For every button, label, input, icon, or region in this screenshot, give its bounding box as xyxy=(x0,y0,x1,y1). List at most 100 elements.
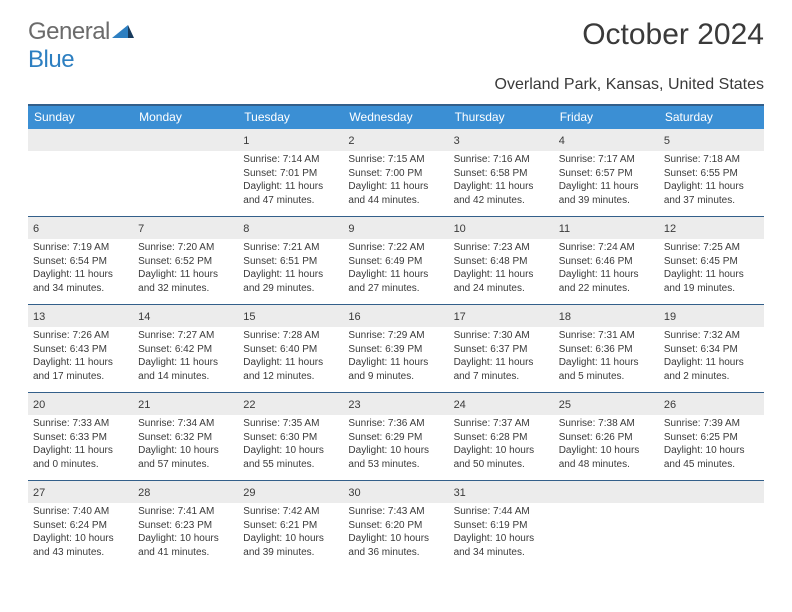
day-info: Sunrise: 7:29 AMSunset: 6:39 PMDaylight:… xyxy=(348,329,443,383)
daynum-row: 25 xyxy=(554,393,659,415)
sunrise-line: Sunrise: 7:20 AM xyxy=(138,241,233,255)
calendar-cell: 17Sunrise: 7:30 AMSunset: 6:37 PMDayligh… xyxy=(449,305,554,393)
calendar-cell: 29Sunrise: 7:42 AMSunset: 6:21 PMDayligh… xyxy=(238,481,343,569)
daynum-row: 14 xyxy=(133,305,238,327)
day-info: Sunrise: 7:32 AMSunset: 6:34 PMDaylight:… xyxy=(664,329,759,383)
calendar-cell: 20Sunrise: 7:33 AMSunset: 6:33 PMDayligh… xyxy=(28,393,133,481)
calendar-cell: 13Sunrise: 7:26 AMSunset: 6:43 PMDayligh… xyxy=(28,305,133,393)
sunset-line: Sunset: 6:24 PM xyxy=(33,519,128,533)
day-number: 18 xyxy=(559,311,571,323)
logo: GeneralBlue xyxy=(28,18,134,74)
sunset-line: Sunset: 6:32 PM xyxy=(138,431,233,445)
calendar-cell: 1 Sunrise: 7:14 AMSunset: 7:01 PMDaylight… xyxy=(238,129,343,217)
sunrise-line: Sunrise: 7:28 AM xyxy=(243,329,338,343)
calendar-cell xyxy=(133,129,238,217)
sunrise-line: Sunrise: 7:41 AM xyxy=(138,505,233,519)
day-number: 31 xyxy=(454,487,466,499)
sunrise-line: Sunrise: 7:30 AM xyxy=(454,329,549,343)
day-number: 17 xyxy=(454,311,466,323)
sunrise-line: Sunrise: 7:29 AM xyxy=(348,329,443,343)
logo-text-blue: Blue xyxy=(28,46,74,73)
daynum-row: 4 xyxy=(554,129,659,151)
sunrise-line: Sunrise: 7:14 AM xyxy=(243,153,338,167)
daynum-row: 10 xyxy=(449,217,554,239)
sunset-line: Sunset: 6:34 PM xyxy=(664,343,759,357)
day-number: 29 xyxy=(243,487,255,499)
day-info: Sunrise: 7:26 AMSunset: 6:43 PMDaylight:… xyxy=(33,329,128,383)
daynum-row: 6 xyxy=(28,217,133,239)
day-info: Sunrise: 7:22 AMSunset: 6:49 PMDaylight:… xyxy=(348,241,443,295)
day-info: Sunrise: 7:37 AMSunset: 6:28 PMDaylight:… xyxy=(454,417,549,471)
sunrise-line: Sunrise: 7:38 AM xyxy=(559,417,654,431)
calendar-cell: 2Sunrise: 7:15 AMSunset: 7:00 PMDaylight… xyxy=(343,129,448,217)
sunrise-line: Sunrise: 7:43 AM xyxy=(348,505,443,519)
day-info: Sunrise: 7:33 AMSunset: 6:33 PMDaylight:… xyxy=(33,417,128,471)
day-info: Sunrise: 7:24 AMSunset: 6:46 PMDaylight:… xyxy=(559,241,654,295)
day-number: 12 xyxy=(664,223,676,235)
calendar-cell: 15Sunrise: 7:28 AMSunset: 6:40 PMDayligh… xyxy=(238,305,343,393)
sunrise-line: Sunrise: 7:36 AM xyxy=(348,417,443,431)
sunset-line: Sunset: 6:45 PM xyxy=(664,255,759,269)
calendar-cell: 30Sunrise: 7:43 AMSunset: 6:20 PMDayligh… xyxy=(343,481,448,569)
day-number: 23 xyxy=(348,399,360,411)
daylight-line: Daylight: 10 hours and 48 minutes. xyxy=(559,444,654,471)
calendar-cell: 18 Sunrise: 7:31 AMSunset: 6:36 PMDayligh… xyxy=(554,305,659,393)
day-number: 5 xyxy=(664,135,670,147)
calendar-cell: 26Sunrise: 7:39 AMSunset: 6:25 PMDayligh… xyxy=(659,393,764,481)
daynum-row: 7 xyxy=(133,217,238,239)
daynum-row: 1 xyxy=(238,129,343,151)
logo-text-gray: General xyxy=(28,18,110,45)
calendar-cell: 3 Sunrise: 7:16 AMSunset: 6:58 PMDaylight… xyxy=(449,129,554,217)
sunrise-line: Sunrise: 7:37 AM xyxy=(454,417,549,431)
daylight-line: Daylight: 11 hours and 37 minutes. xyxy=(664,180,759,207)
day-number: 6 xyxy=(33,223,39,235)
calendar-cell: 4Sunrise: 7:17 AMSunset: 6:57 PMDaylight… xyxy=(554,129,659,217)
weekday-label: Wednesday xyxy=(343,106,448,129)
daylight-line: Daylight: 11 hours and 2 minutes. xyxy=(664,356,759,383)
day-number: 22 xyxy=(243,399,255,411)
calendar-cell: 9Sunrise: 7:22 AMSunset: 6:49 PMDaylight… xyxy=(343,217,448,305)
daylight-line: Daylight: 11 hours and 12 minutes. xyxy=(243,356,338,383)
daylight-line: Daylight: 10 hours and 45 minutes. xyxy=(664,444,759,471)
daylight-line: Daylight: 10 hours and 34 minutes. xyxy=(454,532,549,559)
sunset-line: Sunset: 6:51 PM xyxy=(243,255,338,269)
day-info: Sunrise: 7:35 AMSunset: 6:30 PMDaylight:… xyxy=(243,417,338,471)
day-number: 1 xyxy=(243,135,249,147)
day-info: Sunrise: 7:28 AMSunset: 6:40 PMDaylight:… xyxy=(243,329,338,383)
daynum-row: 2 xyxy=(343,129,448,151)
day-info: Sunrise: 7:16 AMSunset: 6:58 PMDaylight:… xyxy=(454,153,549,207)
sunset-line: Sunset: 6:29 PM xyxy=(348,431,443,445)
daynum-row: 21 xyxy=(133,393,238,415)
day-number: 2 xyxy=(348,135,354,147)
day-info: Sunrise: 7:41 AMSunset: 6:23 PMDaylight:… xyxy=(138,505,233,559)
sunrise-line: Sunrise: 7:19 AM xyxy=(33,241,128,255)
daynum-row-empty xyxy=(133,129,238,151)
calendar-cell: 19Sunrise: 7:32 AMSunset: 6:34 PMDayligh… xyxy=(659,305,764,393)
sunrise-line: Sunrise: 7:23 AM xyxy=(454,241,549,255)
day-info: Sunrise: 7:14 AMSunset: 7:01 PMDaylight:… xyxy=(243,153,338,207)
daylight-line: Daylight: 11 hours and 27 minutes. xyxy=(348,268,443,295)
daylight-line: Daylight: 10 hours and 41 minutes. xyxy=(138,532,233,559)
daylight-line: Daylight: 11 hours and 14 minutes. xyxy=(138,356,233,383)
daylight-line: Daylight: 10 hours and 53 minutes. xyxy=(348,444,443,471)
location-subtitle: Overland Park, Kansas, United States xyxy=(28,76,764,94)
sunrise-line: Sunrise: 7:35 AM xyxy=(243,417,338,431)
calendar-body: 1 Sunrise: 7:14 AMSunset: 7:01 PMDaylight… xyxy=(28,129,764,569)
sunrise-line: Sunrise: 7:34 AM xyxy=(138,417,233,431)
calendar-cell: 14Sunrise: 7:27 AMSunset: 6:42 PMDayligh… xyxy=(133,305,238,393)
day-info: Sunrise: 7:31 AMSunset: 6:36 PMDaylight:… xyxy=(559,329,654,383)
sunrise-line: Sunrise: 7:32 AM xyxy=(664,329,759,343)
calendar-cell: 10Sunrise: 7:23 AMSunset: 6:48 PMDayligh… xyxy=(449,217,554,305)
daylight-line: Daylight: 10 hours and 55 minutes. xyxy=(243,444,338,471)
day-info: Sunrise: 7:21 AMSunset: 6:51 PMDaylight:… xyxy=(243,241,338,295)
daylight-line: Daylight: 11 hours and 5 minutes. xyxy=(559,356,654,383)
day-info: Sunrise: 7:17 AMSunset: 6:57 PMDaylight:… xyxy=(559,153,654,207)
day-number: 3 xyxy=(454,135,460,147)
sunrise-line: Sunrise: 7:27 AM xyxy=(138,329,233,343)
sunset-line: Sunset: 6:21 PM xyxy=(243,519,338,533)
sunrise-line: Sunrise: 7:26 AM xyxy=(33,329,128,343)
sunrise-line: Sunrise: 7:44 AM xyxy=(454,505,549,519)
sunset-line: Sunset: 6:23 PM xyxy=(138,519,233,533)
daylight-line: Daylight: 11 hours and 42 minutes. xyxy=(454,180,549,207)
calendar-cell: 31Sunrise: 7:44 AMSunset: 6:19 PMDayligh… xyxy=(449,481,554,569)
